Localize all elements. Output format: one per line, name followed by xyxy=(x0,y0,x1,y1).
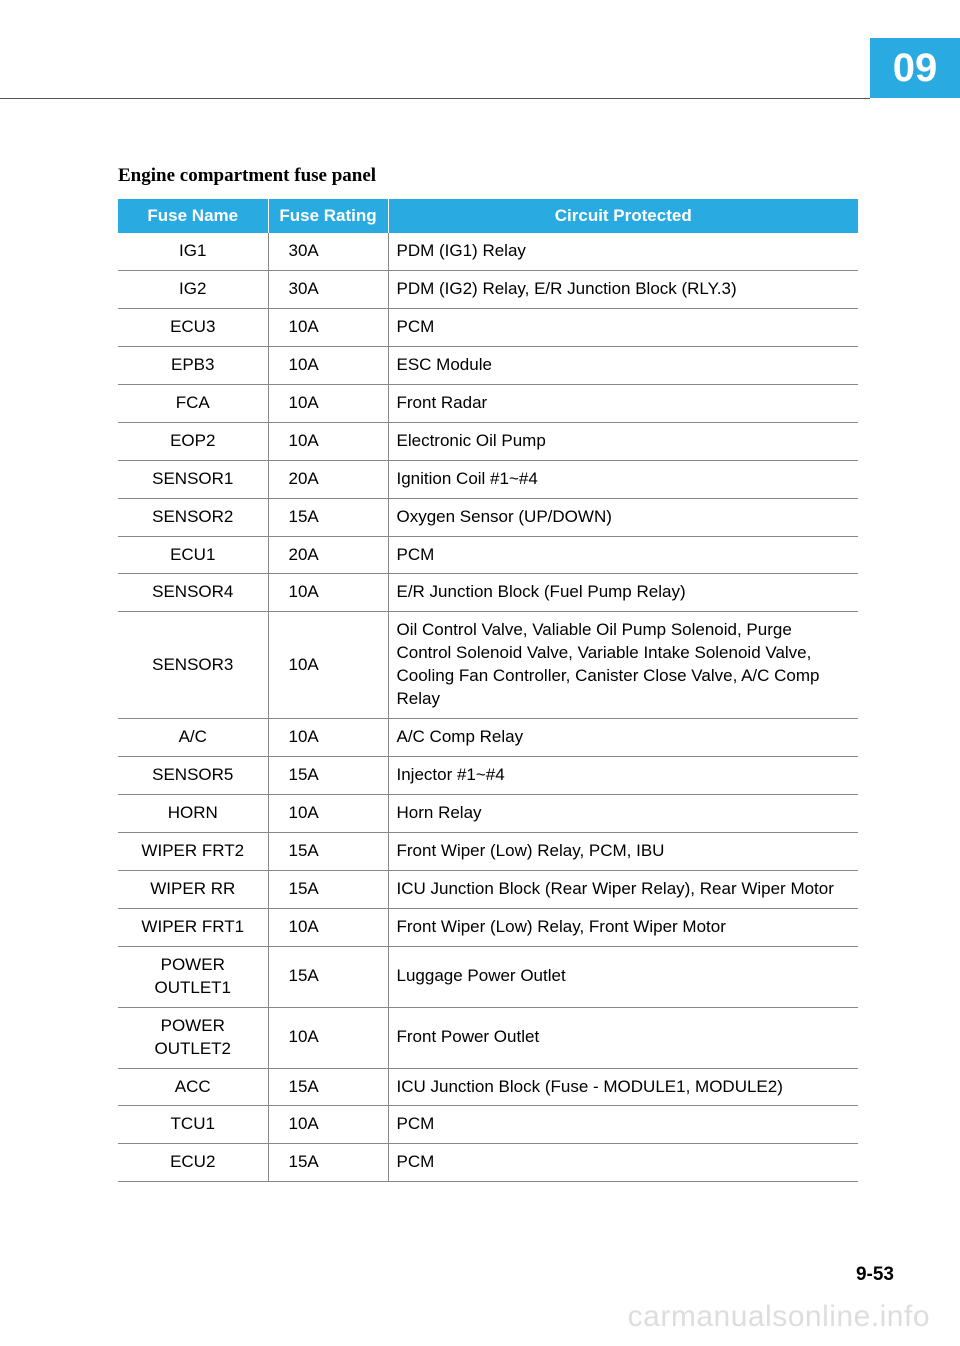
cell-circuit-protected: Front Radar xyxy=(388,384,858,422)
table-row: IG130APDM (IG1) Relay xyxy=(118,233,858,270)
cell-circuit-protected: PCM xyxy=(388,536,858,574)
cell-circuit-protected: Front Wiper (Low) Relay, Front Wiper Mot… xyxy=(388,908,858,946)
table-row: EPB310AESC Module xyxy=(118,346,858,384)
cell-fuse-name: SENSOR5 xyxy=(118,757,268,795)
table-row: ECU120APCM xyxy=(118,536,858,574)
cell-fuse-rating: 15A xyxy=(268,1144,388,1182)
cell-fuse-rating: 20A xyxy=(268,460,388,498)
cell-fuse-name: SENSOR1 xyxy=(118,460,268,498)
cell-fuse-name: WIPER FRT2 xyxy=(118,832,268,870)
cell-fuse-name: WIPER FRT1 xyxy=(118,908,268,946)
cell-circuit-protected: Ignition Coil #1~#4 xyxy=(388,460,858,498)
table-row: POWER OUTLET115ALuggage Power Outlet xyxy=(118,946,858,1007)
cell-fuse-rating: 30A xyxy=(268,233,388,270)
table-row: ECU215APCM xyxy=(118,1144,858,1182)
cell-fuse-rating: 15A xyxy=(268,946,388,1007)
cell-circuit-protected: Horn Relay xyxy=(388,795,858,833)
cell-circuit-protected: ESC Module xyxy=(388,346,858,384)
cell-fuse-rating: 10A xyxy=(268,574,388,612)
cell-fuse-name: TCU1 xyxy=(118,1106,268,1144)
cell-fuse-name: HORN xyxy=(118,795,268,833)
header-divider xyxy=(0,98,870,99)
cell-circuit-protected: A/C Comp Relay xyxy=(388,719,858,757)
cell-circuit-protected: Oxygen Sensor (UP/DOWN) xyxy=(388,498,858,536)
fuse-panel-table: Fuse Name Fuse Rating Circuit Protected … xyxy=(118,199,858,1182)
cell-circuit-protected: PCM xyxy=(388,1144,858,1182)
cell-circuit-protected: Oil Control Valve, Valiable Oil Pump Sol… xyxy=(388,612,858,719)
cell-fuse-rating: 15A xyxy=(268,757,388,795)
table-row: WIPER FRT110AFront Wiper (Low) Relay, Fr… xyxy=(118,908,858,946)
cell-fuse-name: POWER OUTLET2 xyxy=(118,1007,268,1068)
table-header-row: Fuse Name Fuse Rating Circuit Protected xyxy=(118,199,858,233)
table-row: WIPER FRT215AFront Wiper (Low) Relay, PC… xyxy=(118,832,858,870)
cell-fuse-name: SENSOR2 xyxy=(118,498,268,536)
header-circuit-protected: Circuit Protected xyxy=(388,199,858,233)
cell-fuse-name: FCA xyxy=(118,384,268,422)
cell-fuse-rating: 15A xyxy=(268,498,388,536)
table-row: TCU110APCM xyxy=(118,1106,858,1144)
cell-fuse-name: IG1 xyxy=(118,233,268,270)
cell-fuse-rating: 20A xyxy=(268,536,388,574)
cell-fuse-rating: 10A xyxy=(268,308,388,346)
cell-fuse-name: SENSOR4 xyxy=(118,574,268,612)
cell-fuse-rating: 10A xyxy=(268,1007,388,1068)
cell-fuse-rating: 10A xyxy=(268,1106,388,1144)
cell-fuse-name: ACC xyxy=(118,1068,268,1106)
table-row: SENSOR215AOxygen Sensor (UP/DOWN) xyxy=(118,498,858,536)
cell-fuse-name: IG2 xyxy=(118,270,268,308)
table-row: SENSOR410AE/R Junction Block (Fuel Pump … xyxy=(118,574,858,612)
cell-circuit-protected: PCM xyxy=(388,308,858,346)
cell-fuse-rating: 10A xyxy=(268,346,388,384)
cell-fuse-name: EOP2 xyxy=(118,422,268,460)
cell-fuse-name: ECU1 xyxy=(118,536,268,574)
section-title: Engine compartment fuse panel xyxy=(118,165,858,187)
table-row: SENSOR515AInjector #1~#4 xyxy=(118,757,858,795)
table-row: POWER OUTLET210AFront Power Outlet xyxy=(118,1007,858,1068)
header-fuse-rating: Fuse Rating xyxy=(268,199,388,233)
cell-fuse-rating: 15A xyxy=(268,1068,388,1106)
cell-fuse-name: WIPER RR xyxy=(118,870,268,908)
cell-fuse-name: ECU2 xyxy=(118,1144,268,1182)
cell-circuit-protected: PCM xyxy=(388,1106,858,1144)
cell-circuit-protected: ICU Junction Block (Rear Wiper Relay), R… xyxy=(388,870,858,908)
cell-fuse-rating: 15A xyxy=(268,870,388,908)
table-row: IG230APDM (IG2) Relay, E/R Junction Bloc… xyxy=(118,270,858,308)
cell-fuse-rating: 10A xyxy=(268,612,388,719)
cell-fuse-rating: 10A xyxy=(268,908,388,946)
cell-circuit-protected: Front Wiper (Low) Relay, PCM, IBU xyxy=(388,832,858,870)
cell-fuse-name: ECU3 xyxy=(118,308,268,346)
table-row: FCA10AFront Radar xyxy=(118,384,858,422)
table-row: ACC15AICU Junction Block (Fuse - MODULE1… xyxy=(118,1068,858,1106)
cell-fuse-name: EPB3 xyxy=(118,346,268,384)
table-row: EOP210AElectronic Oil Pump xyxy=(118,422,858,460)
chapter-tab: 09 xyxy=(870,38,960,98)
cell-circuit-protected: PDM (IG2) Relay, E/R Junction Block (RLY… xyxy=(388,270,858,308)
cell-circuit-protected: Luggage Power Outlet xyxy=(388,946,858,1007)
watermark: carmanualsonline.info xyxy=(628,1300,930,1334)
header-fuse-name: Fuse Name xyxy=(118,199,268,233)
content-area: Engine compartment fuse panel Fuse Name … xyxy=(118,165,858,1182)
cell-fuse-rating: 15A xyxy=(268,832,388,870)
page-number: 9-53 xyxy=(856,1264,894,1286)
table-row: WIPER RR15AICU Junction Block (Rear Wipe… xyxy=(118,870,858,908)
cell-circuit-protected: Electronic Oil Pump xyxy=(388,422,858,460)
cell-fuse-rating: 10A xyxy=(268,719,388,757)
table-row: A/C10AA/C Comp Relay xyxy=(118,719,858,757)
cell-fuse-rating: 10A xyxy=(268,384,388,422)
cell-fuse-name: POWER OUTLET1 xyxy=(118,946,268,1007)
cell-circuit-protected: E/R Junction Block (Fuel Pump Relay) xyxy=(388,574,858,612)
table-row: HORN10AHorn Relay xyxy=(118,795,858,833)
cell-fuse-rating: 10A xyxy=(268,795,388,833)
cell-fuse-rating: 10A xyxy=(268,422,388,460)
cell-circuit-protected: Front Power Outlet xyxy=(388,1007,858,1068)
cell-fuse-rating: 30A xyxy=(268,270,388,308)
cell-fuse-name: SENSOR3 xyxy=(118,612,268,719)
cell-fuse-name: A/C xyxy=(118,719,268,757)
cell-circuit-protected: ICU Junction Block (Fuse - MODULE1, MODU… xyxy=(388,1068,858,1106)
table-row: SENSOR310AOil Control Valve, Valiable Oi… xyxy=(118,612,858,719)
table-row: ECU310APCM xyxy=(118,308,858,346)
table-row: SENSOR120AIgnition Coil #1~#4 xyxy=(118,460,858,498)
cell-circuit-protected: PDM (IG1) Relay xyxy=(388,233,858,270)
cell-circuit-protected: Injector #1~#4 xyxy=(388,757,858,795)
